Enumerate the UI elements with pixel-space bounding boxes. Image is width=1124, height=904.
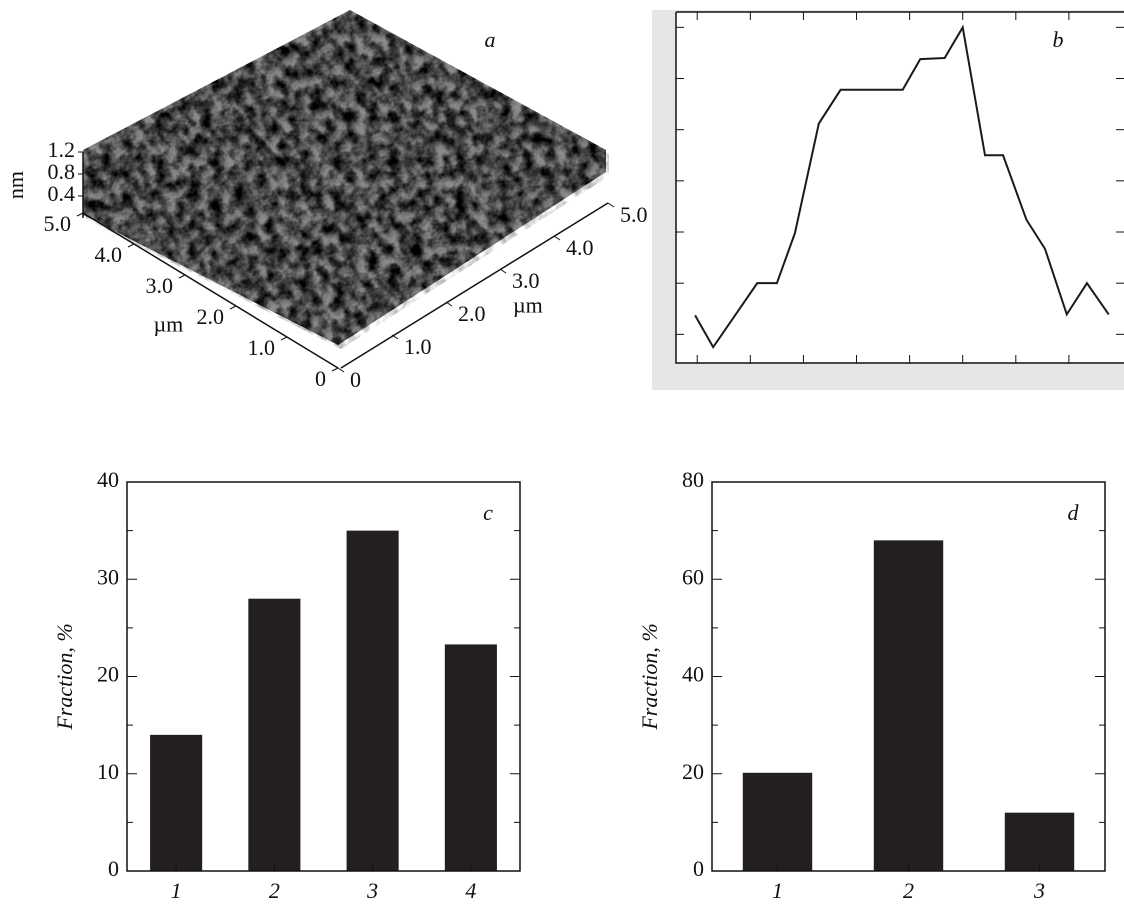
data-line	[694, 24, 1110, 350]
x-axis-label: µm	[153, 311, 183, 336]
y-tick-label: 40	[682, 662, 704, 687]
y-tick-label: 40	[97, 467, 119, 492]
x-tick	[127, 243, 135, 248]
x-tick	[178, 274, 186, 279]
bar	[444, 644, 497, 871]
y-axis-label: Fraction, %	[52, 623, 77, 730]
x-tick-label: 1	[772, 878, 783, 903]
bar	[150, 734, 203, 871]
x-tick-label: 1.0	[248, 335, 276, 360]
y-axis	[340, 202, 609, 369]
surface-image	[83, 10, 609, 349]
y-tick-label: 1.0	[404, 334, 432, 359]
x-tick-label: 3	[1033, 878, 1045, 903]
y-tick-label: 0	[350, 367, 361, 392]
y-axis-label: µm	[513, 293, 543, 318]
y-tick-label: 20	[97, 662, 119, 687]
x-tick	[331, 367, 339, 372]
panel-label: c	[483, 500, 493, 525]
y-tick	[391, 334, 399, 340]
x-tick-label: 2	[903, 878, 914, 903]
y-tick	[553, 235, 561, 241]
x-axis	[82, 212, 339, 369]
y-tick-label: 60	[682, 564, 704, 589]
y-axis-label: Fraction, %	[637, 623, 662, 730]
z-tick-label: 1.2	[48, 137, 76, 162]
x-tick-label: 0	[315, 366, 326, 391]
y-tick-label: 80	[682, 467, 704, 492]
x-tick-label: 4	[465, 878, 476, 903]
y-tick-label: 4.0	[566, 235, 594, 260]
panel-label: a	[485, 27, 496, 52]
x-tick-label: 2	[269, 878, 280, 903]
plot-area	[676, 12, 1124, 363]
y-tick-label: 2.0	[458, 301, 486, 326]
x-tick-label: 5.0	[44, 211, 72, 236]
y-tick	[607, 202, 615, 208]
x-tick-label: 3	[366, 878, 378, 903]
y-tick-label: 10	[97, 759, 119, 784]
x-tick	[229, 305, 237, 310]
panel-label: b	[1053, 27, 1064, 52]
bar	[1004, 812, 1075, 871]
y-tick-label: 30	[97, 564, 119, 589]
bar	[742, 772, 813, 871]
y-tick	[499, 268, 507, 274]
y-tick-label: 20	[682, 759, 704, 784]
y-tick-label: 5.0	[620, 202, 648, 227]
x-tick-label: 1	[171, 878, 182, 903]
y-tick	[445, 301, 453, 307]
x-tick-label: 4.0	[95, 242, 123, 267]
panel-label: d	[1068, 500, 1080, 525]
bar	[873, 540, 944, 871]
y-tick	[337, 367, 345, 373]
y-tick-label: 0	[693, 856, 704, 881]
x-tick	[280, 336, 288, 341]
z-tick-label: 0.4	[48, 181, 76, 206]
z-axis-label: nm	[3, 171, 28, 199]
x-tick-label: 3.0	[146, 273, 174, 298]
y-tick-label: 0	[108, 856, 119, 881]
x-tick-label: 2.0	[197, 304, 225, 329]
bar	[248, 598, 301, 871]
bar	[346, 530, 399, 871]
z-tick-label: 0.8	[48, 159, 76, 184]
x-tick	[76, 212, 84, 217]
y-tick-label: 3.0	[512, 268, 540, 293]
